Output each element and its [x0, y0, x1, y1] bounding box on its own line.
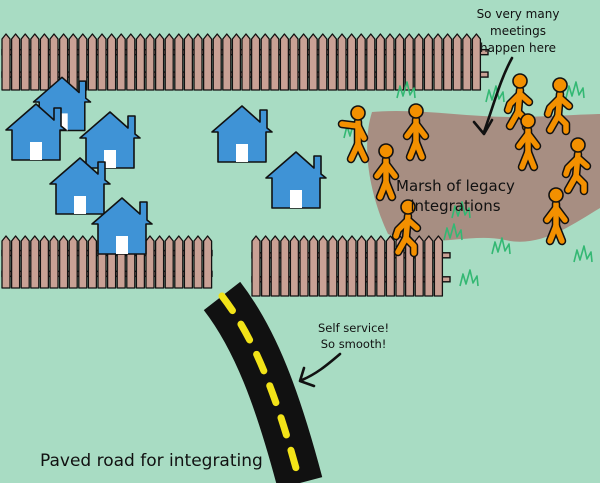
meetings-label-line-3: happen here — [479, 41, 557, 55]
house-6 — [211, 105, 273, 163]
house-4 — [49, 157, 111, 215]
person-6 — [543, 77, 574, 136]
person-7 — [514, 113, 542, 172]
person-1 — [337, 105, 370, 164]
grass-tuft-2 — [485, 85, 505, 103]
grass-tuft-6 — [459, 269, 479, 287]
grass-tuft-1 — [396, 81, 416, 99]
self-service-label-line-1: Self service! — [318, 321, 390, 335]
person-2 — [402, 103, 430, 162]
meetings-label-line-1: So very many — [476, 7, 560, 21]
person-9 — [542, 187, 570, 246]
fence-top — [1, 33, 489, 91]
fence-bottom-right — [251, 235, 451, 297]
marsh-label-line-2: integrations — [410, 197, 501, 215]
self-service-label: Self service! So smooth! — [318, 320, 389, 352]
grass-tuft-5 — [491, 237, 511, 255]
meetings-arrow — [472, 56, 514, 136]
person-3 — [372, 143, 400, 202]
meetings-label: So very many meetings happen here — [458, 6, 578, 57]
marsh-label: Marsh of legacy integrations — [396, 176, 515, 216]
house-5 — [91, 197, 153, 255]
marsh-area — [367, 111, 600, 242]
self-service-arrow — [298, 352, 342, 388]
house-7 — [265, 151, 327, 209]
grass-tuft-7 — [573, 245, 593, 263]
meetings-label-line-2: meetings — [490, 24, 546, 38]
grass-tuft-4 — [443, 223, 463, 241]
road-center-line — [218, 292, 304, 483]
person-8 — [561, 137, 592, 196]
marsh-label-line-1: Marsh of legacy — [396, 177, 515, 195]
paved-road-label: Paved road for integrating — [40, 451, 263, 471]
self-service-label-line-2: So smooth! — [320, 337, 387, 351]
person-4 — [391, 199, 422, 258]
house-2 — [5, 103, 67, 161]
grass-tuft-3 — [565, 81, 585, 99]
grass-tuft-8 — [451, 201, 471, 219]
house-3 — [79, 111, 141, 169]
